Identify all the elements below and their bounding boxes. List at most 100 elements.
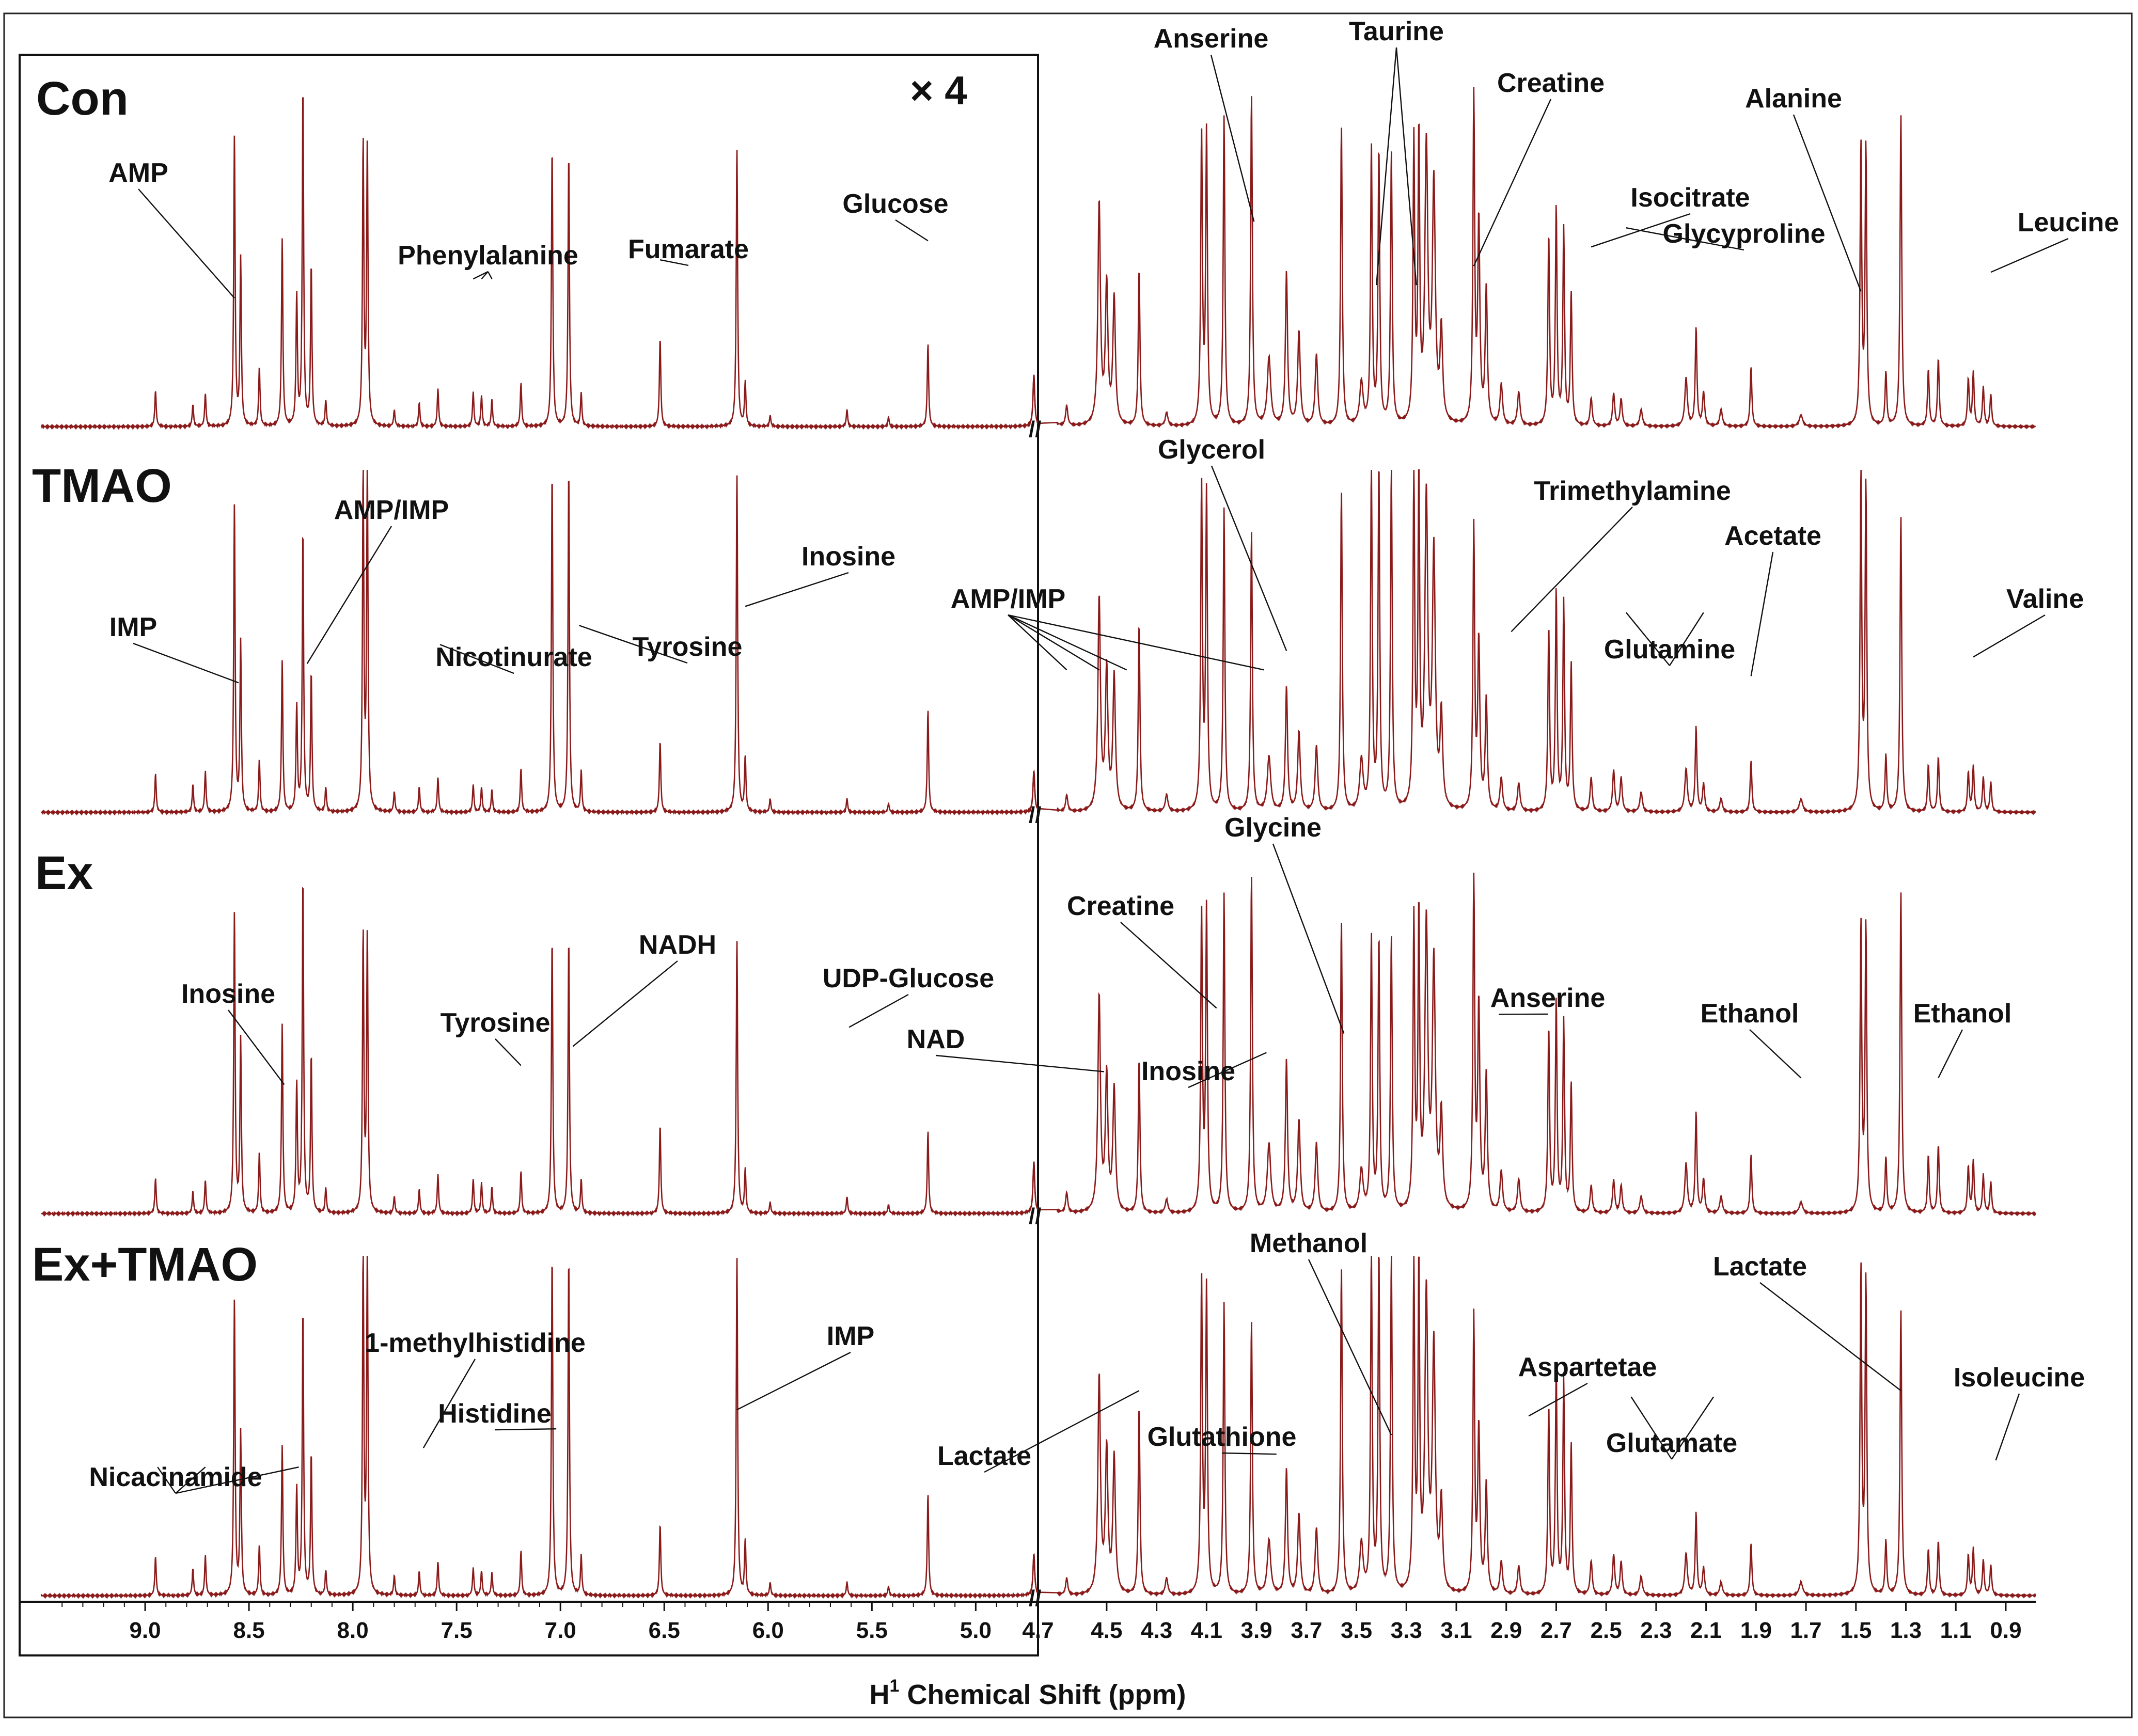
- x-tick-right-label: 3.1: [1440, 1618, 1472, 1643]
- annotation-leader-line: [422, 1359, 476, 1448]
- annotation-leader-line: [175, 1466, 299, 1494]
- annotation-label: AMP: [108, 158, 168, 188]
- sp-tmao-right-panel-trace: [1027, 469, 2036, 816]
- annotation-label: Lactate: [937, 1441, 1031, 1471]
- annotation-leader-line: [306, 526, 392, 664]
- x-tick-right-label: 3.5: [1341, 1618, 1372, 1643]
- x-tick-left-label: 8.5: [233, 1618, 264, 1643]
- group-label: Ex: [35, 847, 93, 899]
- annotation-leader-line: [1511, 507, 1633, 633]
- x-tick-right-label: 2.3: [1640, 1618, 1672, 1643]
- annotation-label: Taurine: [1349, 17, 1444, 46]
- annotation-leader-line: [1188, 1052, 1267, 1088]
- annotation-label: Glutamine: [1604, 635, 1735, 665]
- annotation-label: Isoleucine: [1954, 1363, 2085, 1393]
- annotation-label: Fumarate: [628, 234, 749, 264]
- axis-break-mark: //: [1029, 1586, 1041, 1611]
- axis-break-mark: //: [1029, 417, 1041, 442]
- annotation-label: Tyrosine: [441, 1008, 551, 1038]
- axis-break-mark: //: [1029, 1204, 1041, 1229]
- annotation-labels-layer: Con TMAO Ex Ex+TMAO AMP Phenylalanine Fumarate…: [32, 17, 2119, 1492]
- annotation-leader-line: [1221, 1452, 1277, 1455]
- annotation-leader-line: [848, 993, 909, 1028]
- x-tick-right-label: 1.1: [1940, 1618, 1972, 1643]
- annotation-label: Inosine: [1141, 1056, 1235, 1086]
- annotation-leader-line: [1995, 1393, 2020, 1461]
- x-tick-right-label: 3.9: [1240, 1618, 1272, 1643]
- x-tick-right-label: 4.1: [1191, 1618, 1222, 1643]
- annotation-leader-line: [1671, 1396, 1715, 1460]
- magnified-region-box: [19, 54, 1039, 1656]
- annotation-label: Glycyproline: [1663, 219, 1826, 249]
- annotation-label: Acetate: [1724, 521, 1821, 551]
- annotation-leader-line: [1990, 238, 2069, 273]
- annotation-leader-line: [1669, 612, 1704, 666]
- sp-con-spectrum: //: [40, 86, 2036, 442]
- sp-extmao-right-panel-trace: [1027, 1255, 2037, 1599]
- group-label: Ex+TMAO: [32, 1238, 258, 1291]
- annotation-label: Glycerol: [1158, 435, 1265, 465]
- annotation-leader-line: [1973, 614, 2046, 658]
- annotation-leader-line: [1749, 1029, 1802, 1079]
- x-tick-right-label: 4.5: [1091, 1618, 1122, 1643]
- annotation-leader-line: [1008, 614, 1100, 671]
- annotation-label: Nicotinurate: [435, 642, 592, 672]
- annotation-leader-line: [439, 644, 514, 674]
- annotation-label: Nicacinamide: [89, 1462, 262, 1492]
- annotation-label: Inosine: [181, 979, 275, 1009]
- outer-frame: [3, 12, 2133, 1718]
- group-label: TMAO: [32, 460, 172, 512]
- annotation-leader-line: [572, 960, 678, 1047]
- sp-extmao-left-panel-trace: [40, 1255, 1039, 1599]
- sp-con-right-panel-trace: [1027, 86, 2036, 430]
- x-tick-left-label: 6.0: [752, 1618, 784, 1643]
- annotation-leader-line: [1938, 1029, 1963, 1078]
- annotation-leader-line: [1120, 922, 1217, 1009]
- annotation-label: Isocitrate: [1630, 183, 1750, 213]
- x-tick-right-label: 3.7: [1291, 1618, 1322, 1643]
- annotation-leader-line: [1528, 1382, 1588, 1417]
- magnification-label: × 4: [910, 68, 967, 113]
- annotation-leader-line: [935, 1054, 1105, 1072]
- annotation-label: Aspartetae: [1518, 1352, 1657, 1382]
- annotation-label: Glutathione: [1147, 1422, 1297, 1452]
- sp-extmao-spectrum: //: [40, 1255, 2037, 1611]
- annotation-leader-line: [1793, 114, 1862, 292]
- sp-ex-left-panel-trace: [41, 887, 1039, 1217]
- annotation-leader-line: [1759, 1282, 1901, 1392]
- annotation-label: Lactate: [1713, 1252, 1807, 1282]
- annotation-leader-line: [157, 1466, 176, 1494]
- annotation-leader-line: [495, 1038, 522, 1066]
- axis-break-mark: //: [1029, 802, 1041, 828]
- annotation-leader-line: [138, 188, 235, 298]
- x-tick-right-label: 1.3: [1890, 1618, 1922, 1643]
- x-tick-right-label: 2.7: [1540, 1618, 1572, 1643]
- annotation-leader-line: [736, 1351, 851, 1411]
- annotation-leader-line: [473, 271, 489, 280]
- sp-con-left-panel-trace: [40, 97, 1039, 430]
- annotation-leader-line: [481, 271, 489, 279]
- annotation-leader-line: [1630, 1396, 1673, 1460]
- x-tick-left-label: 7.5: [441, 1618, 473, 1643]
- annotation-leader-line: [984, 1390, 1140, 1473]
- annotation-label: Phenylalanine: [398, 241, 578, 271]
- x-tick-right-label: 1.5: [1840, 1618, 1872, 1643]
- annotation-leader-line: [1750, 551, 1774, 676]
- annotation-label: Trimethylamine: [1534, 476, 1731, 506]
- annotation-leader-line: [1626, 227, 1744, 251]
- annotation-leader-line: [659, 259, 689, 266]
- annotation-leader-line: [1473, 99, 1552, 266]
- annotation-label: Inosine: [801, 542, 895, 572]
- annotation-leader-line: [745, 572, 849, 607]
- annotation-label: Histidine: [438, 1399, 552, 1429]
- x-tick-left-label: 5.0: [960, 1618, 992, 1643]
- annotation-leader-line: [1008, 614, 1264, 671]
- annotation-label: Glycine: [1224, 813, 1322, 843]
- sp-ex-spectrum: //: [41, 872, 2036, 1229]
- x-tick-right-label: 4.3: [1141, 1618, 1172, 1643]
- annotation-leader-line: [1308, 1259, 1392, 1435]
- annotation-label: AMP/IMP: [951, 584, 1065, 614]
- x-tick-left-label: 7.0: [545, 1618, 576, 1643]
- annotation-label: Leucine: [2018, 208, 2119, 238]
